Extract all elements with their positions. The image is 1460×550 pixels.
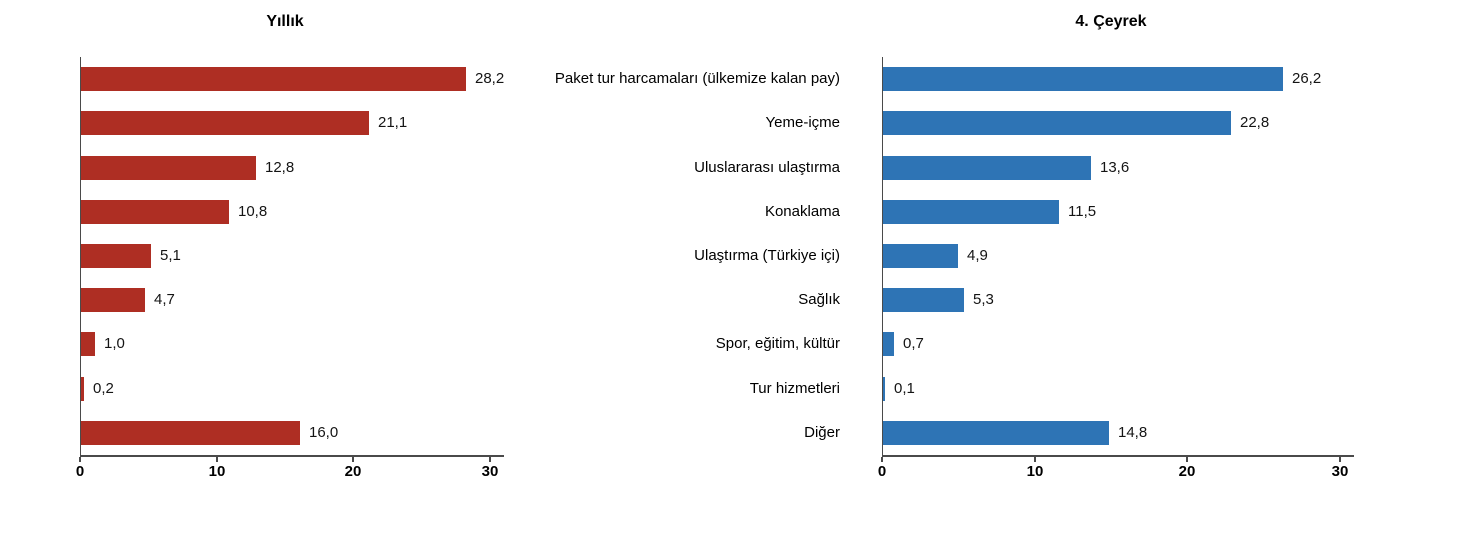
- chart-title-4-ceyrek: 4. Çeyrek: [1075, 13, 1147, 30]
- bar-value-label: 0,2: [93, 380, 114, 397]
- chart-title-yillik: Yıllık: [266, 13, 304, 30]
- x-tick-label: 0: [877, 463, 887, 480]
- x-tick-label: 20: [1178, 463, 1196, 480]
- category-label: Paket tur harcamaları (ülkemize kalan pa…: [554, 70, 840, 87]
- x-tick-mark: [489, 457, 491, 462]
- x-tick-mark: [1034, 457, 1036, 462]
- bar-value-label: 11,5: [1068, 203, 1097, 220]
- x-tick-mark: [1339, 457, 1341, 462]
- plot-area-4-ceyrek: 26,2 22,8 13,6 11,5 4,9 5,3 0,7 0,1 14,8: [882, 57, 1341, 455]
- x-tick-label: 0: [75, 463, 85, 480]
- bar: [81, 111, 369, 135]
- bar: [81, 377, 84, 401]
- bar: [81, 67, 466, 91]
- category-label: Konaklama: [764, 203, 840, 220]
- bar: [883, 156, 1091, 180]
- bar-value-label: 4,7: [154, 291, 175, 308]
- bar: [81, 200, 229, 224]
- bar: [883, 111, 1231, 135]
- x-tick-label: 30: [481, 463, 499, 480]
- bar: [81, 244, 151, 268]
- bar-value-label: 10,8: [238, 203, 268, 220]
- category-label: Sağlık: [798, 291, 840, 308]
- x-tick-label: 20: [344, 463, 362, 480]
- bar-value-label: 0,7: [903, 335, 924, 352]
- bar-value-label: 26,2: [1292, 70, 1322, 87]
- x-tick-label: 30: [1331, 463, 1349, 480]
- x-tick-label: 10: [208, 463, 226, 480]
- bar: [883, 377, 885, 401]
- plot-area-yillik: 28,2 21,1 12,8 10,8 5,1 4,7 1,0 0,2 16,0: [80, 57, 504, 455]
- bar-value-label: 0,1: [894, 380, 915, 397]
- bar: [883, 244, 958, 268]
- bar-value-label: 12,8: [265, 159, 295, 176]
- bar: [81, 288, 145, 312]
- bar-value-label: 16,0: [309, 424, 339, 441]
- x-axis-yillik: 0 10 20 30: [76, 455, 504, 480]
- bar-value-label: 4,9: [967, 247, 988, 264]
- x-tick-mark: [216, 457, 218, 462]
- bar: [883, 288, 964, 312]
- x-tick-label: 10: [1026, 463, 1044, 480]
- bar: [883, 421, 1109, 445]
- bar-value-label: 13,6: [1100, 159, 1130, 176]
- x-tick-mark: [79, 457, 81, 462]
- x-axis-4-ceyrek: 0 10 20 30: [878, 455, 1354, 480]
- bar: [883, 332, 894, 356]
- category-label: Uluslararası ulaştırma: [694, 159, 840, 176]
- bar-value-label: 1,0: [104, 335, 125, 352]
- category-label: Yeme-içme: [765, 114, 840, 131]
- category-label: Ulaştırma (Türkiye içi): [694, 247, 840, 264]
- bar-value-label: 22,8: [1240, 114, 1270, 131]
- category-label: Tur hizmetleri: [749, 380, 840, 397]
- bar-value-label: 5,3: [973, 291, 994, 308]
- x-tick-mark: [352, 457, 354, 462]
- bar: [883, 200, 1059, 224]
- bar-value-label: 28,2: [475, 70, 505, 87]
- category-label: Spor, eğitim, kültür: [715, 335, 840, 352]
- category-labels: Paket tur harcamaları (ülkemize kalan pa…: [490, 57, 840, 455]
- bar: [883, 67, 1283, 91]
- x-tick-mark: [881, 457, 883, 462]
- bar: [81, 332, 95, 356]
- bar-value-label: 21,1: [378, 114, 408, 131]
- bar: [81, 156, 256, 180]
- category-label: Diğer: [804, 424, 840, 441]
- x-tick-mark: [1186, 457, 1188, 462]
- bar-value-label: 14,8: [1118, 424, 1148, 441]
- bar: [81, 421, 300, 445]
- bar-value-label: 5,1: [160, 247, 181, 264]
